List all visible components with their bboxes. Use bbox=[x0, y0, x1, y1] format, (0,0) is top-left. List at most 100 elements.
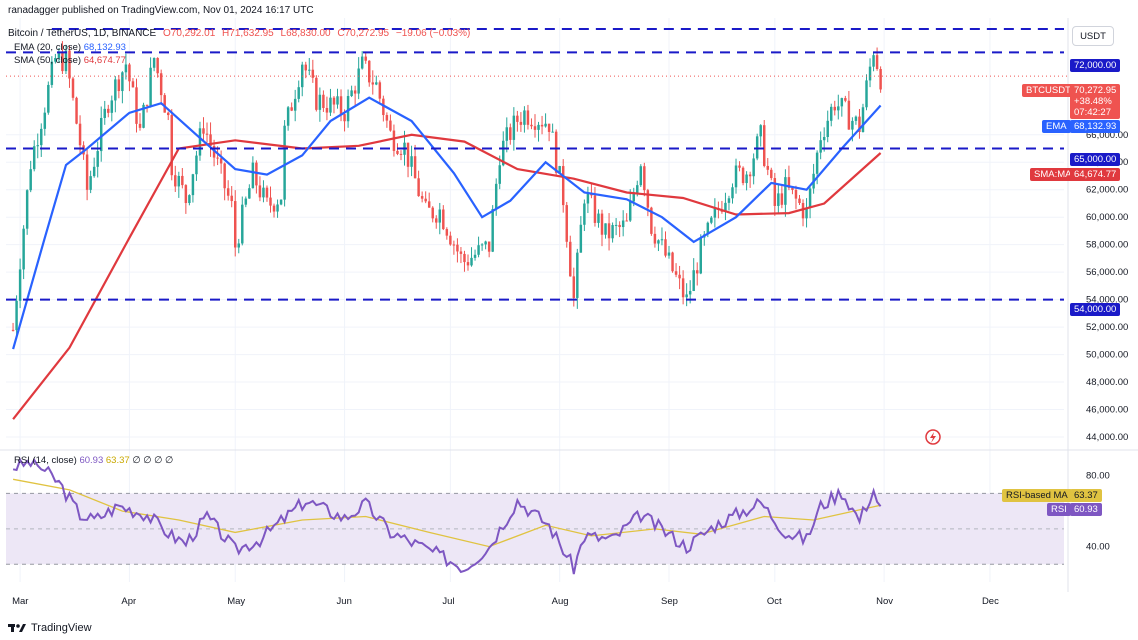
candle-body bbox=[466, 262, 470, 266]
price-change: −19.06 (−0.03%) bbox=[395, 28, 471, 39]
candle-body bbox=[283, 125, 286, 200]
candle-body bbox=[674, 271, 678, 275]
candle-body bbox=[159, 73, 163, 96]
candle-body bbox=[177, 175, 181, 187]
rsi-tag: RSI bbox=[1047, 503, 1071, 516]
sma-legend[interactable]: SMA (50, close) 64,674.77 bbox=[14, 55, 126, 66]
candle-body bbox=[202, 128, 205, 134]
candle-body bbox=[188, 195, 191, 204]
candle-body bbox=[181, 175, 184, 186]
price-tick-label: 46,000.00 bbox=[1086, 405, 1128, 416]
lightning-icon bbox=[925, 429, 941, 445]
price-tick-label: 44,000.00 bbox=[1086, 432, 1128, 443]
candle-body bbox=[54, 57, 57, 62]
tradingview-brand[interactable]: TradingView bbox=[8, 622, 92, 634]
candle-body bbox=[822, 136, 826, 141]
price-tick-label: 60,000.00 bbox=[1086, 212, 1128, 223]
candle-body bbox=[392, 130, 396, 151]
candle-body bbox=[628, 201, 632, 221]
ema20-line bbox=[12, 96, 882, 350]
candle-body bbox=[801, 203, 805, 219]
candle-body bbox=[163, 95, 166, 113]
candle-body bbox=[713, 208, 717, 218]
level-65000-label: 65,000.00 bbox=[1070, 153, 1121, 166]
candle-body bbox=[643, 166, 646, 191]
candle-body bbox=[364, 56, 367, 61]
level-72000-label: 72,000.00 bbox=[1070, 59, 1121, 72]
price-tick-label: 50,000.00 bbox=[1086, 350, 1128, 361]
candle-body bbox=[734, 165, 738, 188]
candle-body bbox=[752, 158, 755, 177]
candle-body bbox=[223, 163, 226, 189]
sma-legend-value: 64,674.77 bbox=[83, 55, 126, 66]
candle-body bbox=[399, 153, 403, 155]
symbol-title[interactable]: Bitcoin / TetherUS, 1D, BINANCE bbox=[8, 28, 157, 39]
candle-body bbox=[226, 188, 230, 196]
candle-body bbox=[579, 224, 583, 253]
candle-body bbox=[685, 294, 688, 298]
candle-body bbox=[396, 150, 399, 154]
candle-body bbox=[512, 115, 516, 140]
candle-body bbox=[650, 207, 653, 234]
candle-body bbox=[491, 209, 494, 252]
rsi-tick-label: 80.00 bbox=[1086, 471, 1110, 482]
candle-body bbox=[477, 245, 480, 255]
candle-body bbox=[40, 128, 43, 146]
candle-body bbox=[561, 166, 565, 206]
candle-body bbox=[664, 239, 667, 256]
candle-body bbox=[551, 131, 554, 133]
ema-price-label: 68,132.93 bbox=[1070, 120, 1121, 133]
candle-body bbox=[198, 128, 202, 156]
candle-body bbox=[456, 244, 459, 252]
time-tick-label: Mar bbox=[12, 596, 28, 607]
candle-body bbox=[787, 177, 791, 188]
candle-body bbox=[375, 82, 378, 85]
candle-body bbox=[371, 82, 375, 85]
time-tick-label: Jul bbox=[442, 596, 454, 607]
candle-body bbox=[784, 177, 787, 205]
candle-body bbox=[272, 205, 276, 212]
candle-body bbox=[540, 124, 544, 127]
price-tick-label: 58,000.00 bbox=[1086, 240, 1128, 251]
tradingview-logo-icon bbox=[8, 624, 26, 632]
candle-body bbox=[195, 155, 198, 175]
candle-body bbox=[382, 98, 385, 116]
candle-body bbox=[770, 169, 773, 179]
candle-body bbox=[11, 329, 15, 331]
ema-legend-label: EMA (20, close) bbox=[14, 42, 82, 53]
candle-body bbox=[815, 152, 819, 174]
candle-body bbox=[25, 190, 29, 229]
candle-body bbox=[138, 123, 142, 128]
countdown: 07:42:27 bbox=[1074, 107, 1111, 118]
candle-body bbox=[75, 97, 78, 124]
candle-body bbox=[791, 187, 794, 190]
candle-body bbox=[78, 123, 82, 146]
candle-body bbox=[632, 193, 635, 202]
candle-body bbox=[480, 244, 484, 246]
candle-body bbox=[731, 187, 734, 199]
candle-body bbox=[99, 117, 103, 152]
rsi-legend[interactable]: RSI (14, close) 60.93 63.37 ∅ ∅ ∅ ∅ bbox=[14, 455, 173, 466]
candle-body bbox=[346, 96, 350, 122]
candle-body bbox=[368, 60, 371, 83]
candle-body bbox=[558, 166, 561, 173]
candle-body bbox=[706, 222, 710, 235]
price-tick-label: 48,000.00 bbox=[1086, 377, 1128, 388]
time-tick-label: Oct bbox=[767, 596, 782, 607]
currency-button[interactable]: USDT bbox=[1072, 26, 1114, 46]
candle-body bbox=[837, 106, 840, 111]
ema-legend[interactable]: EMA (20, close) 68,132.93 bbox=[14, 42, 126, 53]
tradingview-wordmark: TradingView bbox=[31, 622, 92, 634]
candle-body bbox=[830, 106, 833, 121]
candle-body bbox=[420, 196, 424, 199]
candle-body bbox=[96, 151, 99, 167]
price-tick-label: 66,000.00 bbox=[1086, 130, 1128, 141]
candle-body bbox=[114, 79, 117, 101]
candle-body bbox=[89, 176, 92, 190]
candle-body bbox=[597, 213, 600, 223]
candle-body bbox=[438, 209, 442, 223]
candle-body bbox=[826, 120, 829, 137]
candle-body bbox=[385, 115, 389, 121]
candle-body bbox=[748, 174, 752, 177]
